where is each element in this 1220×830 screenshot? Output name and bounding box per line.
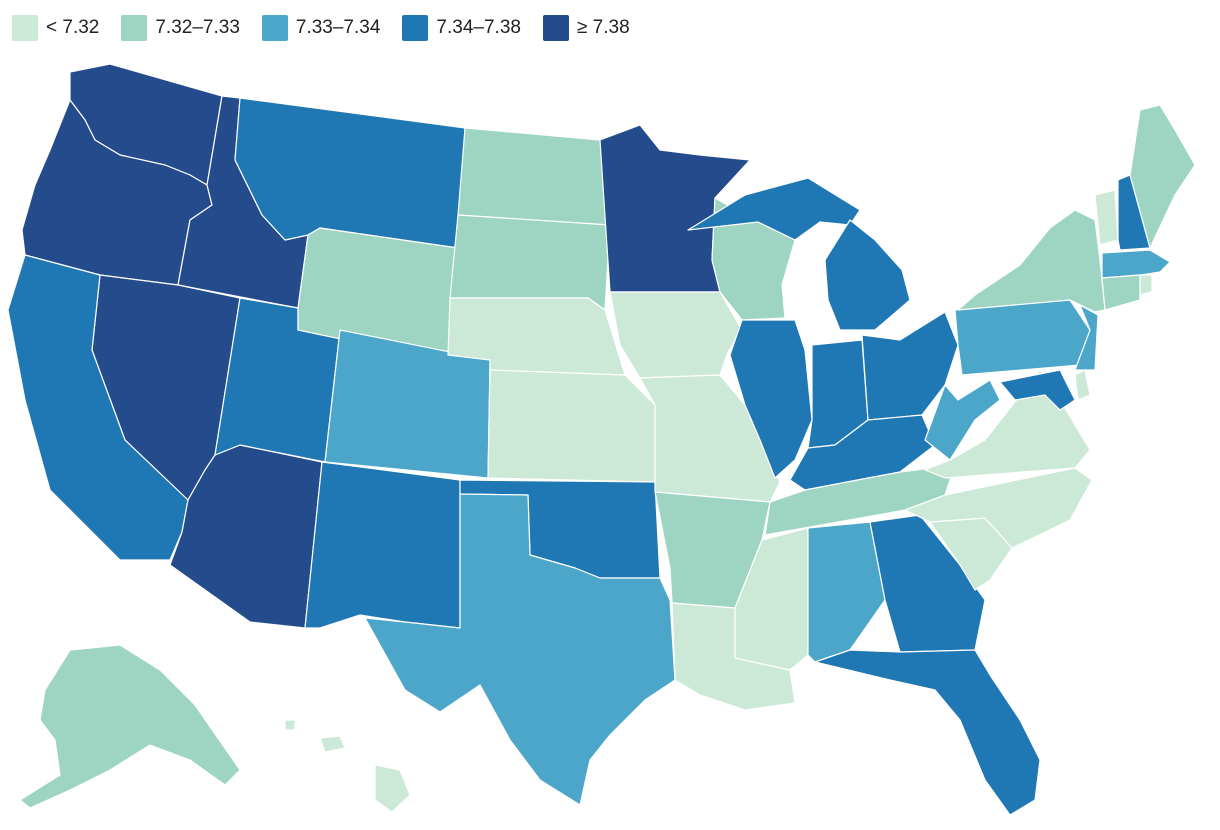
legend-swatch-bin-2	[261, 15, 288, 41]
state-SD[interactable]	[449, 214, 611, 311]
state-ND[interactable]	[457, 127, 611, 226]
state-NY[interactable]	[957, 209, 1106, 313]
legend-swatch-bin-3	[402, 15, 429, 41]
state-VT[interactable]	[1094, 189, 1119, 246]
state-WV[interactable]	[924, 379, 1001, 461]
state-IL[interactable]	[729, 319, 813, 479]
legend-item-bin-0: < 7.32	[12, 15, 99, 41]
legend-swatch-bin-0	[12, 15, 38, 41]
state-ME[interactable]	[1129, 104, 1196, 249]
legend-item-bin-3: 7.34–7.38	[402, 15, 521, 41]
legend-item-bin-4: ≥ 7.38	[542, 15, 630, 41]
state-CT[interactable]	[1101, 274, 1141, 311]
state-MA[interactable]	[1101, 249, 1171, 279]
state-TX[interactable]	[364, 493, 676, 806]
state-MI-lower[interactable]	[824, 219, 911, 331]
legend-item-bin-1: 7.32–7.33	[121, 15, 240, 41]
state-RI[interactable]	[1139, 274, 1153, 296]
state-NH[interactable]	[1117, 174, 1151, 251]
state-IA[interactable]	[609, 291, 743, 379]
state-MD[interactable]	[999, 369, 1076, 411]
state-PA[interactable]	[954, 299, 1091, 376]
state-FL[interactable]	[814, 649, 1041, 816]
state-CA[interactable]	[7, 254, 189, 561]
legend-label-bin-2: 7.33–7.34	[295, 17, 381, 38]
state-TN[interactable]	[764, 464, 956, 536]
states-layer	[7, 63, 1196, 816]
state-HI-2[interactable]	[319, 735, 346, 753]
legend-swatch-bin-4	[542, 15, 569, 41]
state-NJ[interactable]	[1074, 304, 1099, 371]
state-NC[interactable]	[904, 467, 1093, 549]
state-MO[interactable]	[639, 374, 781, 503]
state-HI-3[interactable]	[374, 764, 411, 813]
legend-item-bin-2: 7.33–7.34	[261, 15, 381, 41]
legend-label-bin-3: 7.34–7.38	[436, 17, 521, 38]
legend: < 7.32 7.32–7.33 7.33–7.34 7.34–7.38 ≥ 7…	[12, 12, 630, 44]
legend-label-bin-4: ≥ 7.38	[576, 17, 630, 38]
state-KS[interactable]	[487, 369, 656, 483]
state-AK[interactable]	[19, 644, 241, 809]
state-NM[interactable]	[304, 461, 461, 629]
legend-label-bin-1: 7.32–7.33	[155, 17, 240, 38]
legend-label-bin-0: < 7.32	[46, 17, 100, 38]
state-DE[interactable]	[1074, 369, 1091, 401]
state-HI[interactable]	[284, 719, 296, 731]
state-GA[interactable]	[869, 514, 986, 653]
legend-swatch-bin-1	[121, 15, 148, 41]
